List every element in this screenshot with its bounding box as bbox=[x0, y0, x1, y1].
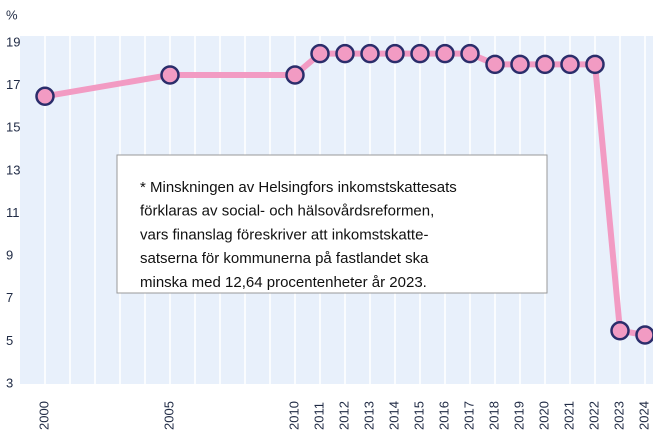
y-tick-label: 13 bbox=[6, 162, 20, 177]
y-tick-label: 15 bbox=[6, 120, 20, 135]
point bbox=[485, 54, 505, 75]
y-tick-label: 11 bbox=[6, 205, 20, 220]
x-tick-label: 2012 bbox=[336, 401, 351, 430]
x-tick-label: 2000 bbox=[36, 401, 51, 430]
point bbox=[35, 86, 55, 107]
y-tick-label: 5 bbox=[6, 333, 13, 348]
y-tick-label: 17 bbox=[6, 77, 20, 92]
x-tick-label: 2021 bbox=[561, 401, 576, 430]
x-tick-label: 2011 bbox=[311, 402, 326, 430]
x-tick-label: 2018 bbox=[486, 401, 501, 430]
point bbox=[160, 65, 180, 85]
point bbox=[460, 43, 480, 64]
annotation-text: * Minskningen av Helsingfors inkomstskat… bbox=[140, 179, 457, 196]
annotation-box bbox=[116, 154, 548, 294]
y-tick-label: 9 bbox=[6, 248, 13, 263]
point bbox=[310, 43, 330, 64]
point bbox=[610, 320, 630, 341]
point bbox=[410, 43, 430, 64]
y-tick-label: 7 bbox=[6, 290, 13, 305]
annotation-text: minska med 12,64 procentenheter år 2023. bbox=[140, 274, 427, 291]
point bbox=[360, 43, 380, 64]
point bbox=[385, 43, 405, 64]
annotation-text: förklaras av social- och hälsovårdsrefor… bbox=[140, 203, 434, 220]
x-tick-label: 2019 bbox=[511, 401, 526, 430]
x-tick-label: 2024 bbox=[636, 401, 651, 430]
y-tick-label: 3 bbox=[6, 375, 13, 390]
point bbox=[560, 54, 580, 75]
y-axis-label: % bbox=[6, 7, 18, 22]
point bbox=[585, 54, 605, 75]
x-tick-label: 2010 bbox=[286, 401, 301, 430]
x-tick-label: 2014 bbox=[386, 401, 401, 430]
point bbox=[435, 43, 455, 64]
point bbox=[285, 65, 305, 85]
x-tick-label: 2013 bbox=[361, 401, 376, 430]
point bbox=[535, 54, 555, 75]
x-tick-label: 2022 bbox=[586, 401, 601, 430]
annotation-text: satserna för kommunerna på fastlandet sk… bbox=[140, 250, 429, 267]
annotation-text: vars finanslag föreskriver att inkomstsk… bbox=[140, 226, 428, 243]
x-tick-label: 2015 bbox=[411, 401, 426, 430]
point bbox=[635, 325, 653, 345]
x-tick-label: 2005 bbox=[161, 401, 176, 430]
y-tick-label: 19 bbox=[6, 34, 20, 49]
x-tick-label: 2017 bbox=[461, 401, 476, 430]
point bbox=[335, 43, 355, 64]
x-tick-label: 2016 bbox=[436, 401, 451, 430]
point bbox=[510, 54, 530, 75]
x-tick-label: 2023 bbox=[611, 401, 626, 430]
x-tick-label: 2020 bbox=[536, 401, 551, 430]
